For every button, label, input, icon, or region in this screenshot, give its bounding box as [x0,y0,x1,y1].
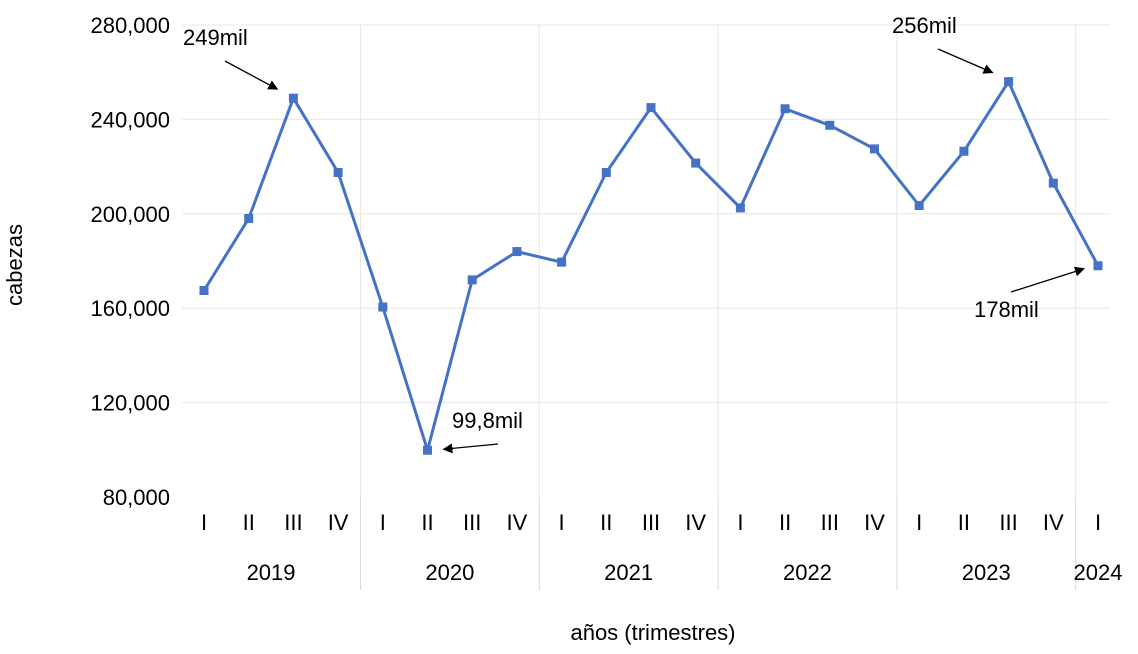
y-tick-label: 120,000 [90,391,170,416]
x-tick-label: IV [685,510,706,535]
x-axis-title: años (trimestres) [570,620,735,645]
x-tick-label: I [737,510,743,535]
year-label: 2022 [783,560,832,585]
annotations: 249mil 99,8mil 256mil 178mil [183,13,1085,454]
y-tick-label: 80,000 [103,485,170,510]
x-tick-label: I [380,510,386,535]
data-point [646,103,656,113]
data-point [1093,261,1103,271]
x-tick-label: III [463,510,481,535]
x-tick-label: I [916,510,922,535]
annotation-label: 178mil [974,297,1039,322]
data-point [333,168,343,177]
data-point [825,120,835,130]
year-label: 2024 [1074,560,1123,585]
data-point [199,286,209,295]
y-axis-title: cabezas [2,224,27,306]
year-label: 2021 [604,560,653,585]
x-tick-label: I [201,510,207,535]
data-point [735,203,745,213]
data-point [914,201,924,211]
x-tick-label: III [642,510,660,535]
series-line [202,80,1100,452]
data-points [199,77,1103,455]
data-point [512,247,522,257]
x-tick-label: III [821,510,839,535]
y-tick-labels: 80,000 120,000 160,000 200,000 240,000 280,00… [90,13,170,510]
data-point [288,93,298,103]
year-label: 2023 [962,560,1011,585]
annotation-label: 249mil [183,25,248,50]
x-tick-label: II [958,510,970,535]
data-point [244,214,254,224]
data-point [1048,178,1058,188]
data-point [467,275,477,285]
annotation-arrow [937,48,994,74]
x-tick-label: II [600,510,612,535]
x-tick-label: IV [328,510,349,535]
x-tick-label: IV [1043,510,1064,535]
data-point [1004,77,1014,87]
year-label: 2020 [425,560,474,585]
data-point [691,158,701,168]
year-label: 2019 [247,560,296,585]
y-tick-label: 160,000 [90,296,170,321]
annotation-arrow [442,443,499,454]
y-tick-label: 280,000 [90,13,170,38]
gridlines [182,24,1110,590]
data-point [557,257,567,267]
x-tick-label: II [421,510,433,535]
data-point [870,144,879,154]
data-point [959,146,969,156]
x-tick-label: III [284,510,302,535]
y-tick-label: 200,000 [90,202,170,227]
x-tick-label: IV [864,510,885,535]
data-point [378,302,388,312]
x-tick-label: II [779,510,791,535]
data-point [780,104,790,114]
annotation-arrow [1010,266,1085,293]
annotation-arrow [224,60,279,90]
x-tick-label: IV [507,510,528,535]
x-tick-label: III [999,510,1017,535]
data-point [601,168,611,177]
x-tick-label: I [1095,510,1101,535]
annotation-label: 99,8mil [452,408,523,433]
x-tick-label: I [559,510,565,535]
x-tick-label: II [243,510,255,535]
annotation-label: 256mil [892,13,957,38]
y-tick-label: 240,000 [90,107,170,132]
data-point [423,445,432,455]
